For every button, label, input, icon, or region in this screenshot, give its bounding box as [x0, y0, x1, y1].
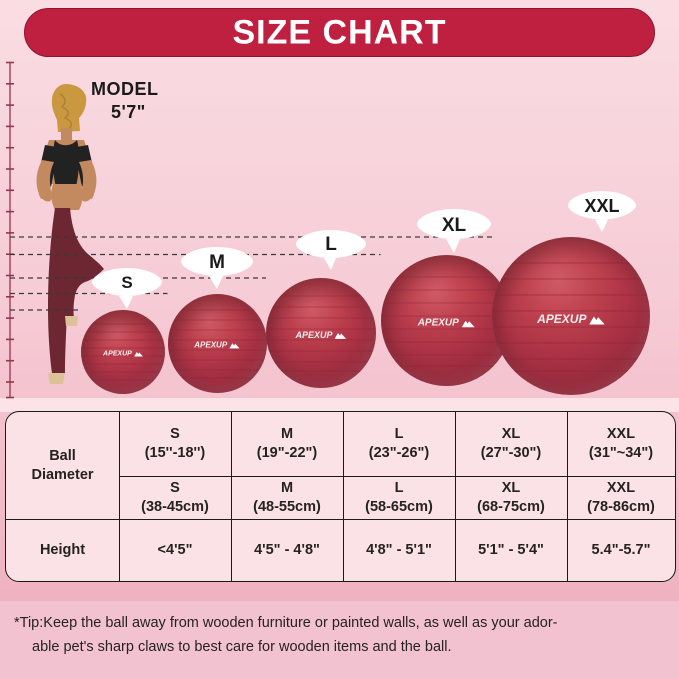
svg-text:S: S	[121, 273, 132, 292]
svg-text:M: M	[209, 252, 225, 273]
svg-text:XXL: XXL	[584, 196, 619, 216]
svg-text:L: L	[325, 234, 337, 255]
svg-text:XL: XL	[442, 215, 467, 236]
